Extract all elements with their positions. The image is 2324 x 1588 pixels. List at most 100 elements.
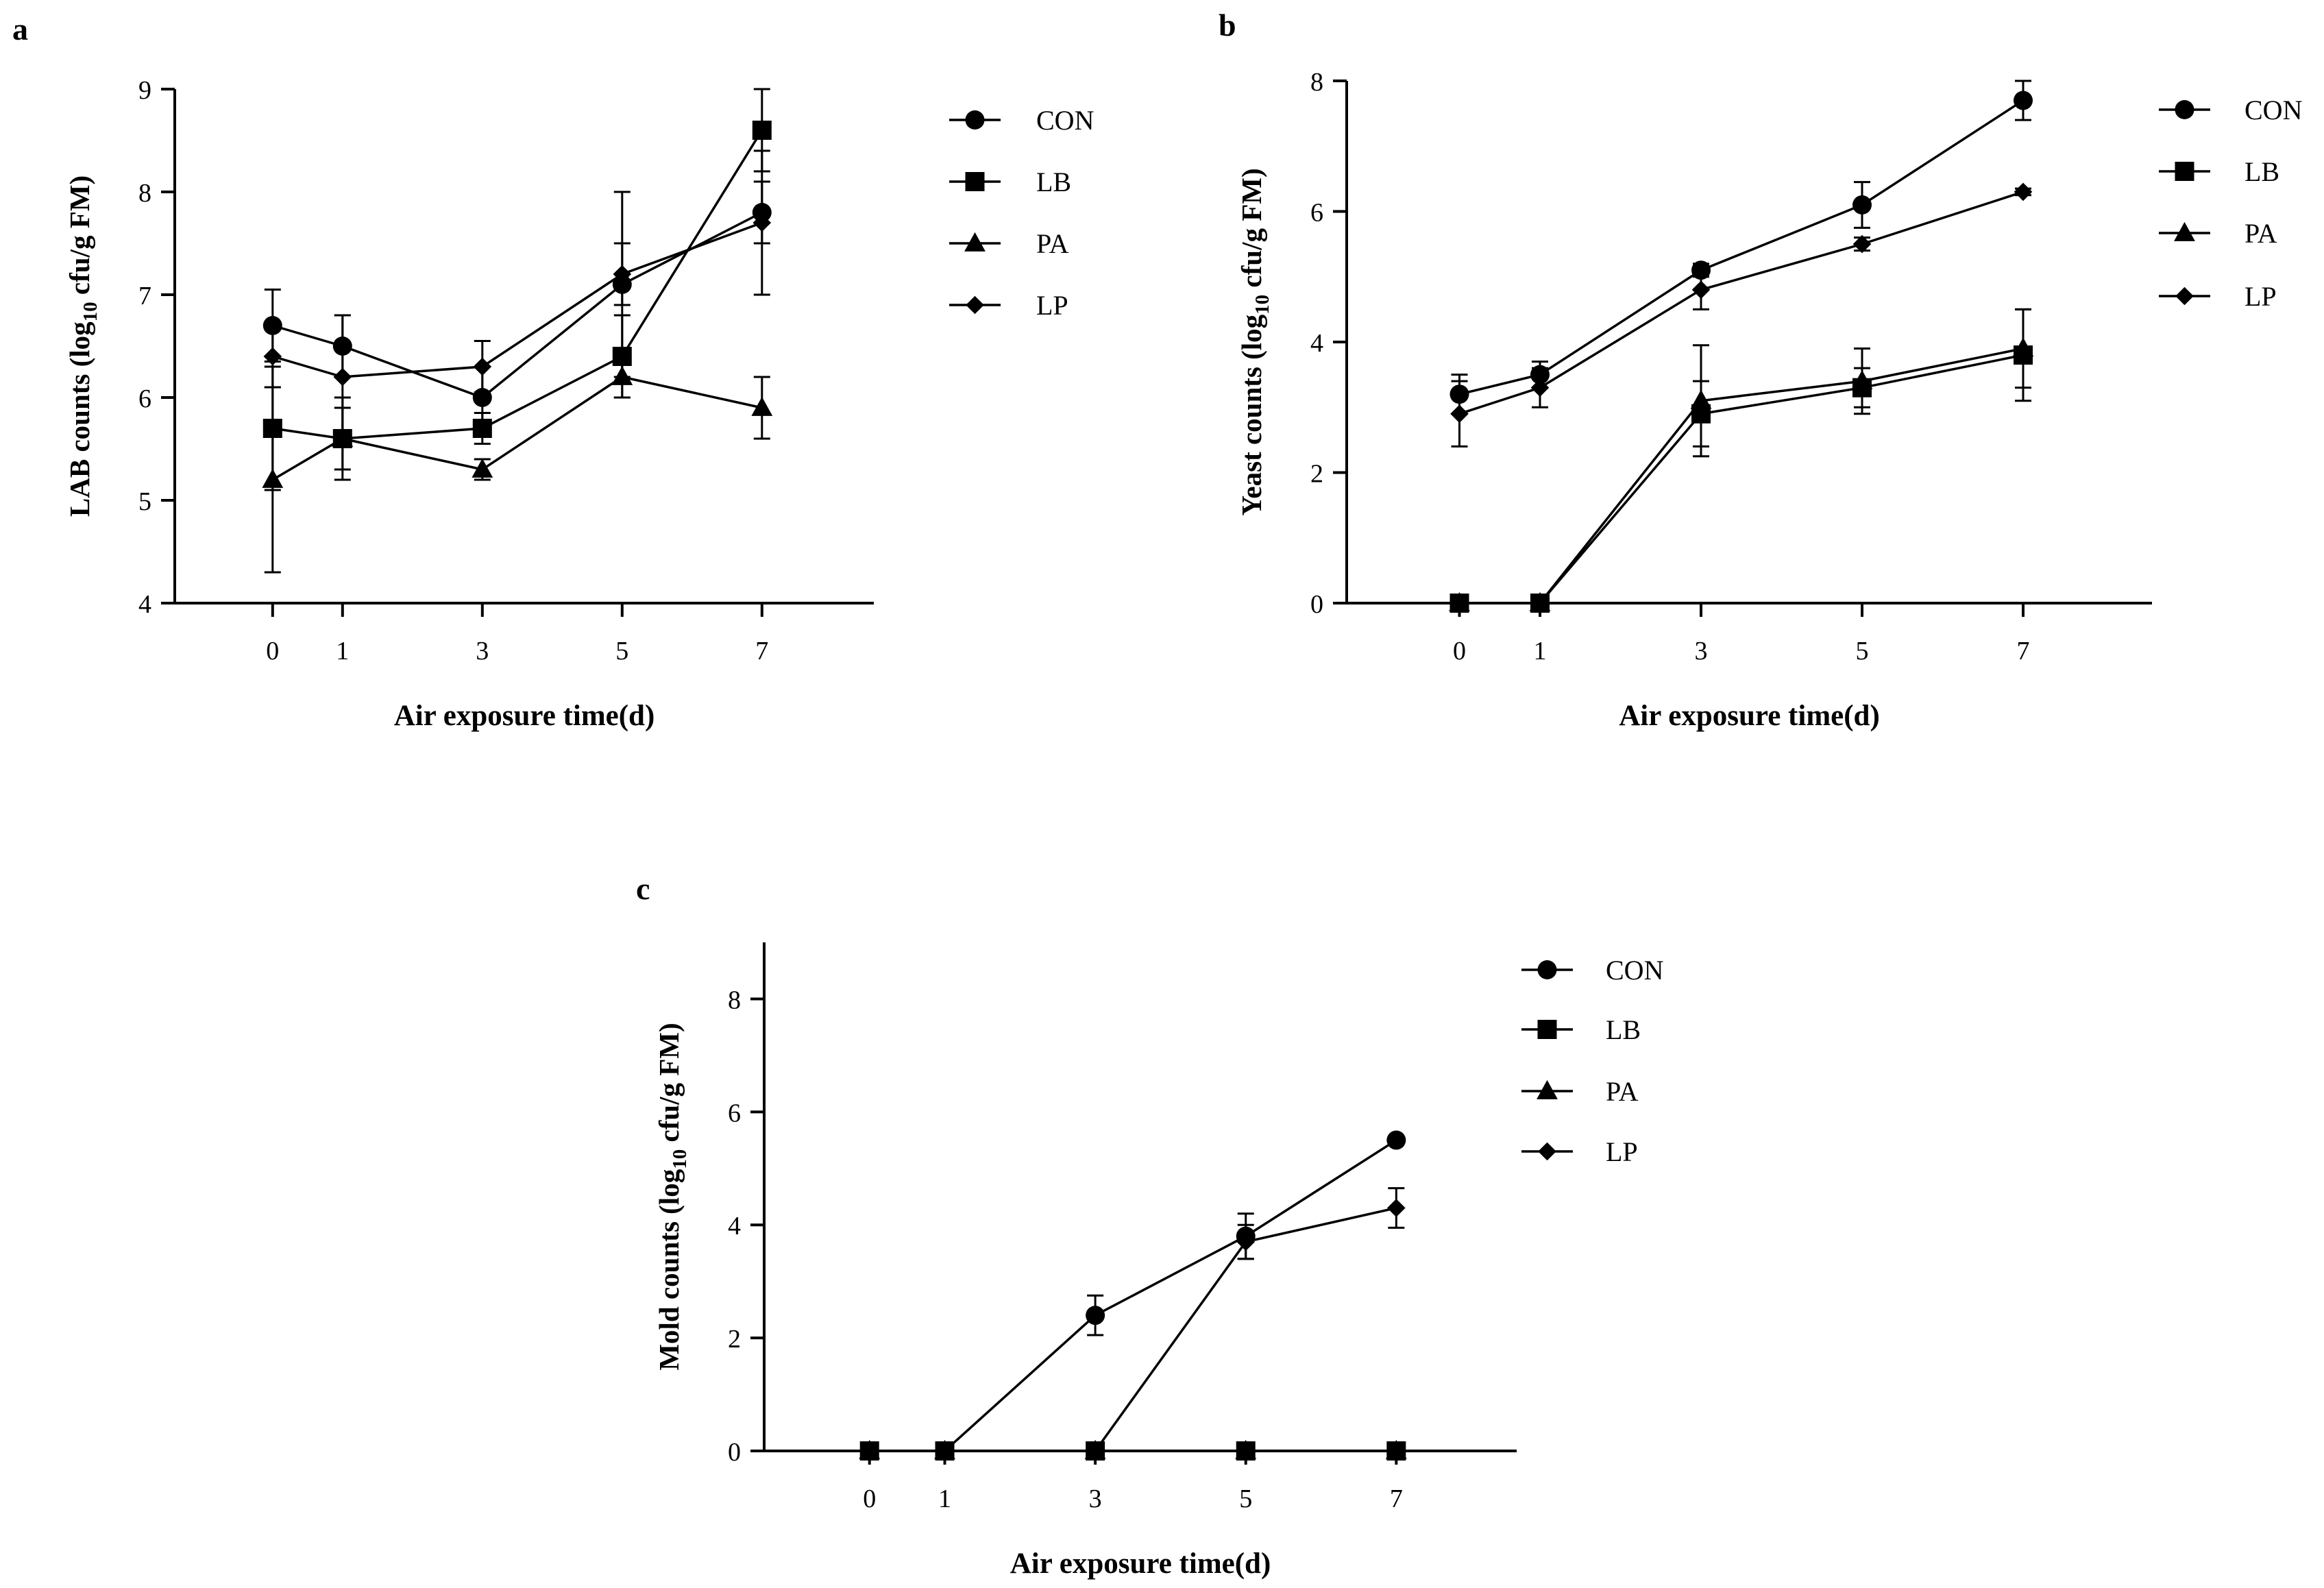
series-pa <box>262 355 773 574</box>
x-tick-label: 7 <box>2017 637 2030 665</box>
data-point-diamond <box>2014 182 2033 201</box>
y-tick-label: 4 <box>138 590 151 619</box>
x-tick-label: 7 <box>1390 1485 1403 1513</box>
y-tick-label: 8 <box>138 179 151 208</box>
legend-entry: CON <box>1521 955 1663 986</box>
y-tick-label: 6 <box>138 384 151 413</box>
data-point-diamond <box>1691 280 1711 300</box>
data-point-circle <box>1386 1130 1406 1150</box>
x-tick-label: 1 <box>336 637 349 665</box>
legend-marker-circle <box>1537 960 1557 979</box>
legend-label: LB <box>2245 156 2279 187</box>
series-line <box>869 1206 1397 1452</box>
legend-label: PA <box>2245 218 2277 249</box>
series-lp <box>1450 182 2033 448</box>
legend-marker-circle <box>965 110 985 130</box>
series-line <box>271 376 763 481</box>
x-axis-title: Air exposure time(d) <box>394 700 655 732</box>
y-tick-label: 2 <box>1310 460 1323 489</box>
legend-label: PA <box>1036 228 1069 259</box>
legend-label: CON <box>2245 95 2302 125</box>
legend-label: LB <box>1606 1014 1641 1045</box>
x-tick-label: 3 <box>1695 637 1708 665</box>
series-pa <box>1449 308 2034 611</box>
legend-entry: CON <box>949 105 1094 136</box>
y-tick-label: 0 <box>728 1438 741 1467</box>
data-point-triangle <box>751 396 773 416</box>
legend-label: PA <box>1606 1076 1639 1107</box>
legend-marker-triangle <box>964 232 986 252</box>
data-point-square <box>472 419 492 438</box>
legend: CON LB PA LP <box>949 105 1094 321</box>
y-tick-label: 9 <box>138 76 151 105</box>
legend-label: LP <box>1606 1136 1638 1167</box>
data-point-diamond <box>753 213 772 232</box>
series-lb <box>262 88 772 491</box>
legend-entry: LP <box>949 290 1068 321</box>
legend-marker-diamond <box>1538 1142 1556 1161</box>
series-line <box>1459 99 2024 395</box>
x-tick-label: 0 <box>1453 637 1466 665</box>
series-line <box>272 211 763 399</box>
data-point-triangle <box>1235 1439 1257 1459</box>
legend-marker-circle <box>2175 100 2194 119</box>
y-tick-label: 8 <box>1310 68 1323 97</box>
data-point-diamond <box>263 347 282 366</box>
legend-marker-square <box>965 172 985 191</box>
x-tick-label: 5 <box>615 637 628 665</box>
legend-marker-triangle <box>2174 221 2195 241</box>
y-tick-label: 6 <box>728 1099 741 1127</box>
series-lp <box>860 1187 1406 1461</box>
y-tick-label: 7 <box>138 282 151 310</box>
data-point-triangle <box>2012 337 2034 357</box>
legend-entry: LB <box>1521 1014 1641 1045</box>
data-point-diamond <box>1236 1232 1256 1251</box>
data-point-diamond <box>860 1441 879 1461</box>
y-axis-title: Yeast counts (log10 cfu/g FM) <box>1236 168 1273 515</box>
x-tick-label: 3 <box>1089 1485 1102 1513</box>
data-point-diamond <box>473 357 492 376</box>
legend: CON LB PA LP <box>2159 95 2302 312</box>
legend-marker-diamond <box>966 295 984 315</box>
legend-entry: LB <box>949 167 1071 197</box>
series-lb <box>1450 308 2033 613</box>
data-point-diamond <box>613 265 632 284</box>
data-point-triangle <box>1529 591 1551 611</box>
legend-label: LP <box>2245 281 2277 312</box>
y-axis-title: Mold counts (log10 cfu/g FM) <box>653 1023 691 1370</box>
data-point-triangle <box>1851 370 1873 390</box>
legend-entry: LP <box>2159 281 2277 312</box>
legend-marker-diamond <box>2175 286 2194 306</box>
legend-marker-square <box>1537 1020 1557 1039</box>
x-tick-label: 0 <box>266 637 279 665</box>
data-point-square <box>752 121 772 140</box>
legend-label: CON <box>1036 105 1094 136</box>
x-tick-label: 1 <box>1534 637 1547 665</box>
y-tick-label: 6 <box>1310 199 1323 228</box>
x-tick-label: 5 <box>1856 637 1869 665</box>
data-point-triangle <box>472 458 493 478</box>
series-lp <box>263 149 772 440</box>
x-tick-label: 5 <box>1239 1485 1252 1513</box>
legend: CON LB PA LP <box>1521 955 1663 1167</box>
y-tick-label: 4 <box>728 1212 741 1241</box>
legend-entry: PA <box>949 228 1069 259</box>
data-point-diamond <box>1852 234 1872 254</box>
legend-label: LB <box>1036 167 1071 197</box>
legend-entry: LB <box>2159 156 2279 187</box>
data-point-diamond <box>935 1441 954 1461</box>
x-tick-label: 1 <box>938 1485 951 1513</box>
panel-label: c <box>636 871 650 906</box>
data-point-triangle <box>1690 389 1712 409</box>
x-axis-title: Air exposure time(d) <box>1619 700 1880 732</box>
legend-entry: PA <box>2159 218 2277 249</box>
series-line <box>869 1139 1397 1452</box>
legend-label: LP <box>1036 290 1068 321</box>
y-tick-label: 8 <box>728 986 741 1014</box>
x-axis-title: Air exposure time(d) <box>1010 1548 1271 1580</box>
y-axis-title: LAB counts (log10 cfu/g FM) <box>64 175 101 517</box>
series-con <box>262 180 772 430</box>
data-point-circle <box>1086 1306 1105 1326</box>
data-point-circle <box>2014 90 2033 110</box>
